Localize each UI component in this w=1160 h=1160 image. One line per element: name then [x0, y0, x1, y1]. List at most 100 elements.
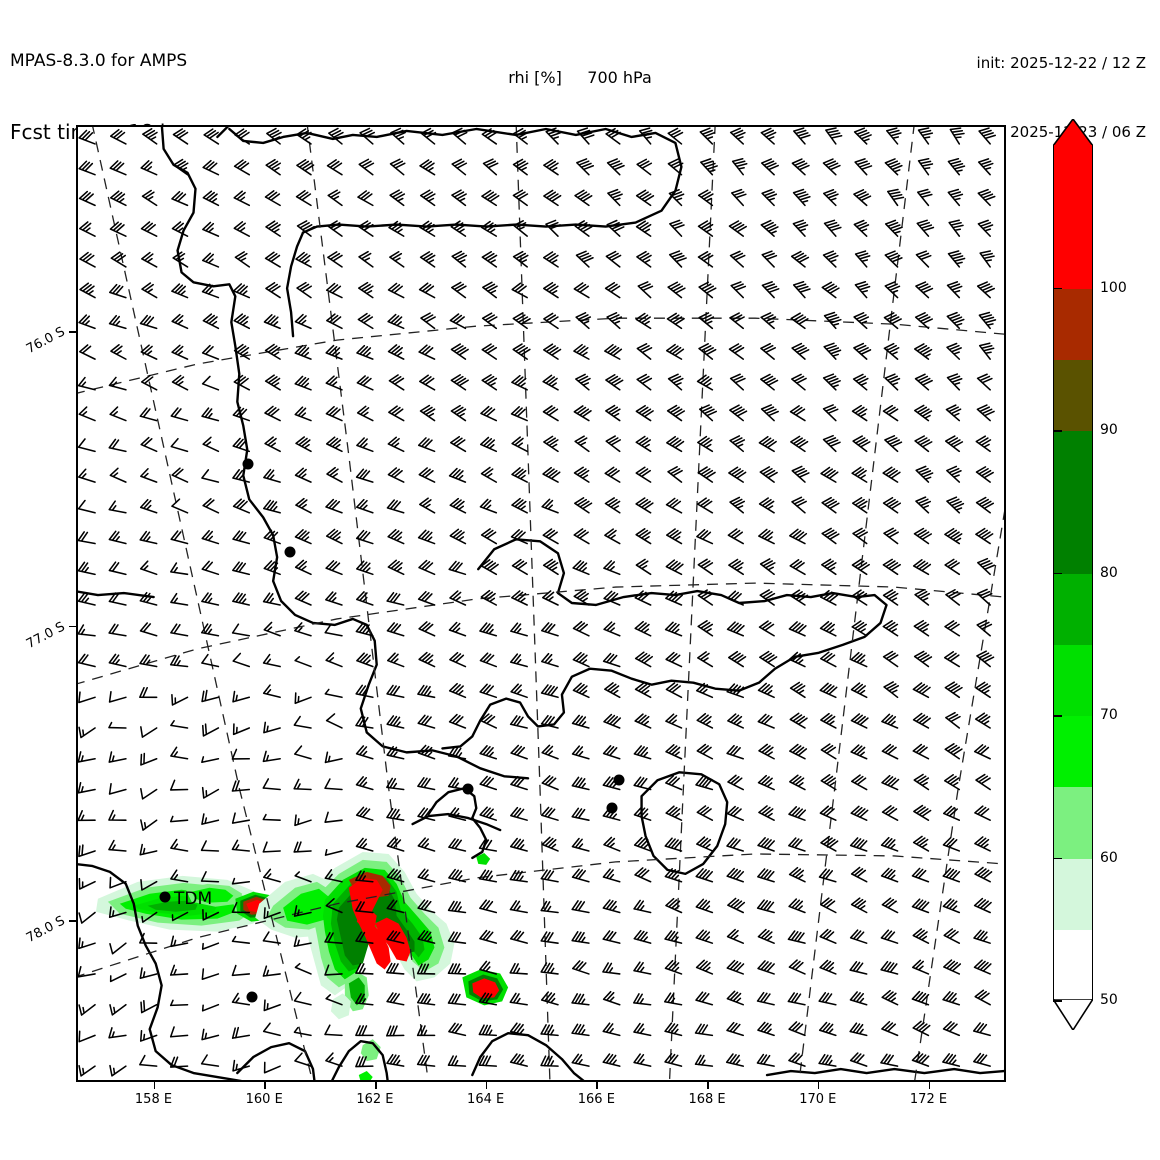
wind-barb [760, 404, 779, 422]
wind-barb [169, 655, 189, 668]
wind-barb [634, 620, 652, 637]
wind-barb [448, 713, 467, 729]
wind-barb [264, 405, 281, 422]
wind-barb [201, 407, 220, 422]
wind-barb [942, 991, 961, 1006]
wind-barb [979, 250, 995, 268]
wind-barb [633, 745, 652, 760]
wind-barb [665, 897, 683, 914]
wind-barb [974, 712, 991, 729]
wind-barb [572, 682, 590, 699]
wind-barb [759, 466, 778, 483]
wind-barb [540, 1024, 559, 1037]
wind-barb [509, 962, 528, 975]
wind-barb [386, 992, 405, 1006]
wind-barb [726, 867, 745, 883]
wind-barb [450, 220, 467, 237]
station-marker-7[interactable] [246, 991, 258, 1003]
wind-barb [448, 868, 467, 883]
wind-barb [788, 866, 806, 883]
wind-barb [697, 589, 714, 606]
x-tick [596, 1082, 598, 1089]
wind-barb [917, 188, 933, 207]
wind-barb [726, 744, 744, 760]
wind-barb [635, 312, 652, 330]
wind-barb [510, 683, 528, 699]
wind-barb [201, 283, 220, 299]
colorbar-band [1054, 287, 1092, 360]
wind-barb [944, 743, 963, 760]
wind-barb [139, 686, 158, 699]
wind-barb [882, 650, 899, 668]
wind-barb [822, 250, 839, 268]
wind-barb [697, 466, 716, 483]
wind-barb [788, 806, 807, 821]
wind-barb [201, 1003, 220, 1012]
wind-barb [602, 1053, 621, 1067]
wind-barb [913, 804, 932, 821]
wind-barb [325, 375, 343, 391]
station-marker-3[interactable] [284, 546, 296, 558]
colorbar[interactable] [1053, 145, 1093, 1002]
colorbar-tick-label: 80 [1100, 564, 1118, 581]
wind-barb [513, 220, 528, 237]
wind-barb [231, 780, 251, 792]
wind-barb [853, 127, 872, 145]
station-marker-5[interactable] [613, 774, 625, 786]
wind-barb [418, 621, 436, 637]
wind-barb [602, 930, 621, 944]
wind-barb [419, 189, 436, 207]
wind-barb [169, 1026, 189, 1038]
wind-barb [78, 160, 96, 176]
wind-barb [944, 681, 963, 699]
wind-barb [356, 375, 374, 391]
wind-barb [882, 589, 899, 606]
wind-barb [849, 961, 868, 975]
colorbar-band [1054, 786, 1092, 859]
wind-barb [761, 188, 778, 207]
wind-barb [977, 188, 996, 207]
station-marker-6[interactable] [606, 802, 618, 814]
wind-barb [324, 1024, 343, 1037]
wind-barb [231, 1026, 251, 1039]
wind-barb [262, 931, 281, 944]
station-marker-tdm[interactable] [159, 891, 171, 903]
wind-barb [479, 960, 498, 975]
wind-barb [729, 404, 748, 422]
wind-barb [851, 620, 868, 637]
wind-barb [263, 999, 281, 1012]
wind-barb [791, 158, 810, 176]
wind-barb [696, 743, 714, 760]
station-marker-2[interactable] [242, 458, 254, 470]
wind-barb [911, 898, 930, 914]
map-plot-area[interactable]: TDM [76, 125, 1006, 1082]
wind-barb [417, 529, 436, 545]
wind-barb [850, 897, 868, 914]
wind-barb [545, 219, 561, 237]
wind-barb [385, 962, 405, 975]
wind-barb [884, 158, 903, 176]
wind-barb [450, 435, 467, 453]
wind-barb [695, 959, 714, 975]
wind-barb [850, 713, 869, 729]
wind-barb [386, 591, 405, 606]
wind-barb [819, 928, 837, 944]
wind-barb [109, 942, 127, 955]
wind-barb [231, 839, 251, 852]
wind-barb [140, 999, 158, 1014]
wind-barb [695, 991, 714, 1006]
wind-barb [264, 190, 281, 207]
wind-barb [946, 311, 965, 330]
wind-barb [201, 344, 220, 360]
colorbar-tick-label: 60 [1100, 849, 1118, 866]
wind-barb [667, 466, 683, 483]
wind-barb [386, 622, 405, 637]
wind-barb [325, 405, 343, 422]
wind-barb [912, 835, 930, 852]
wind-barb [265, 158, 281, 176]
station-marker-4[interactable] [462, 783, 474, 795]
wind-barb [728, 558, 744, 576]
wind-barb [756, 899, 775, 914]
wind-barb [789, 743, 808, 760]
wind-barb [420, 127, 437, 145]
